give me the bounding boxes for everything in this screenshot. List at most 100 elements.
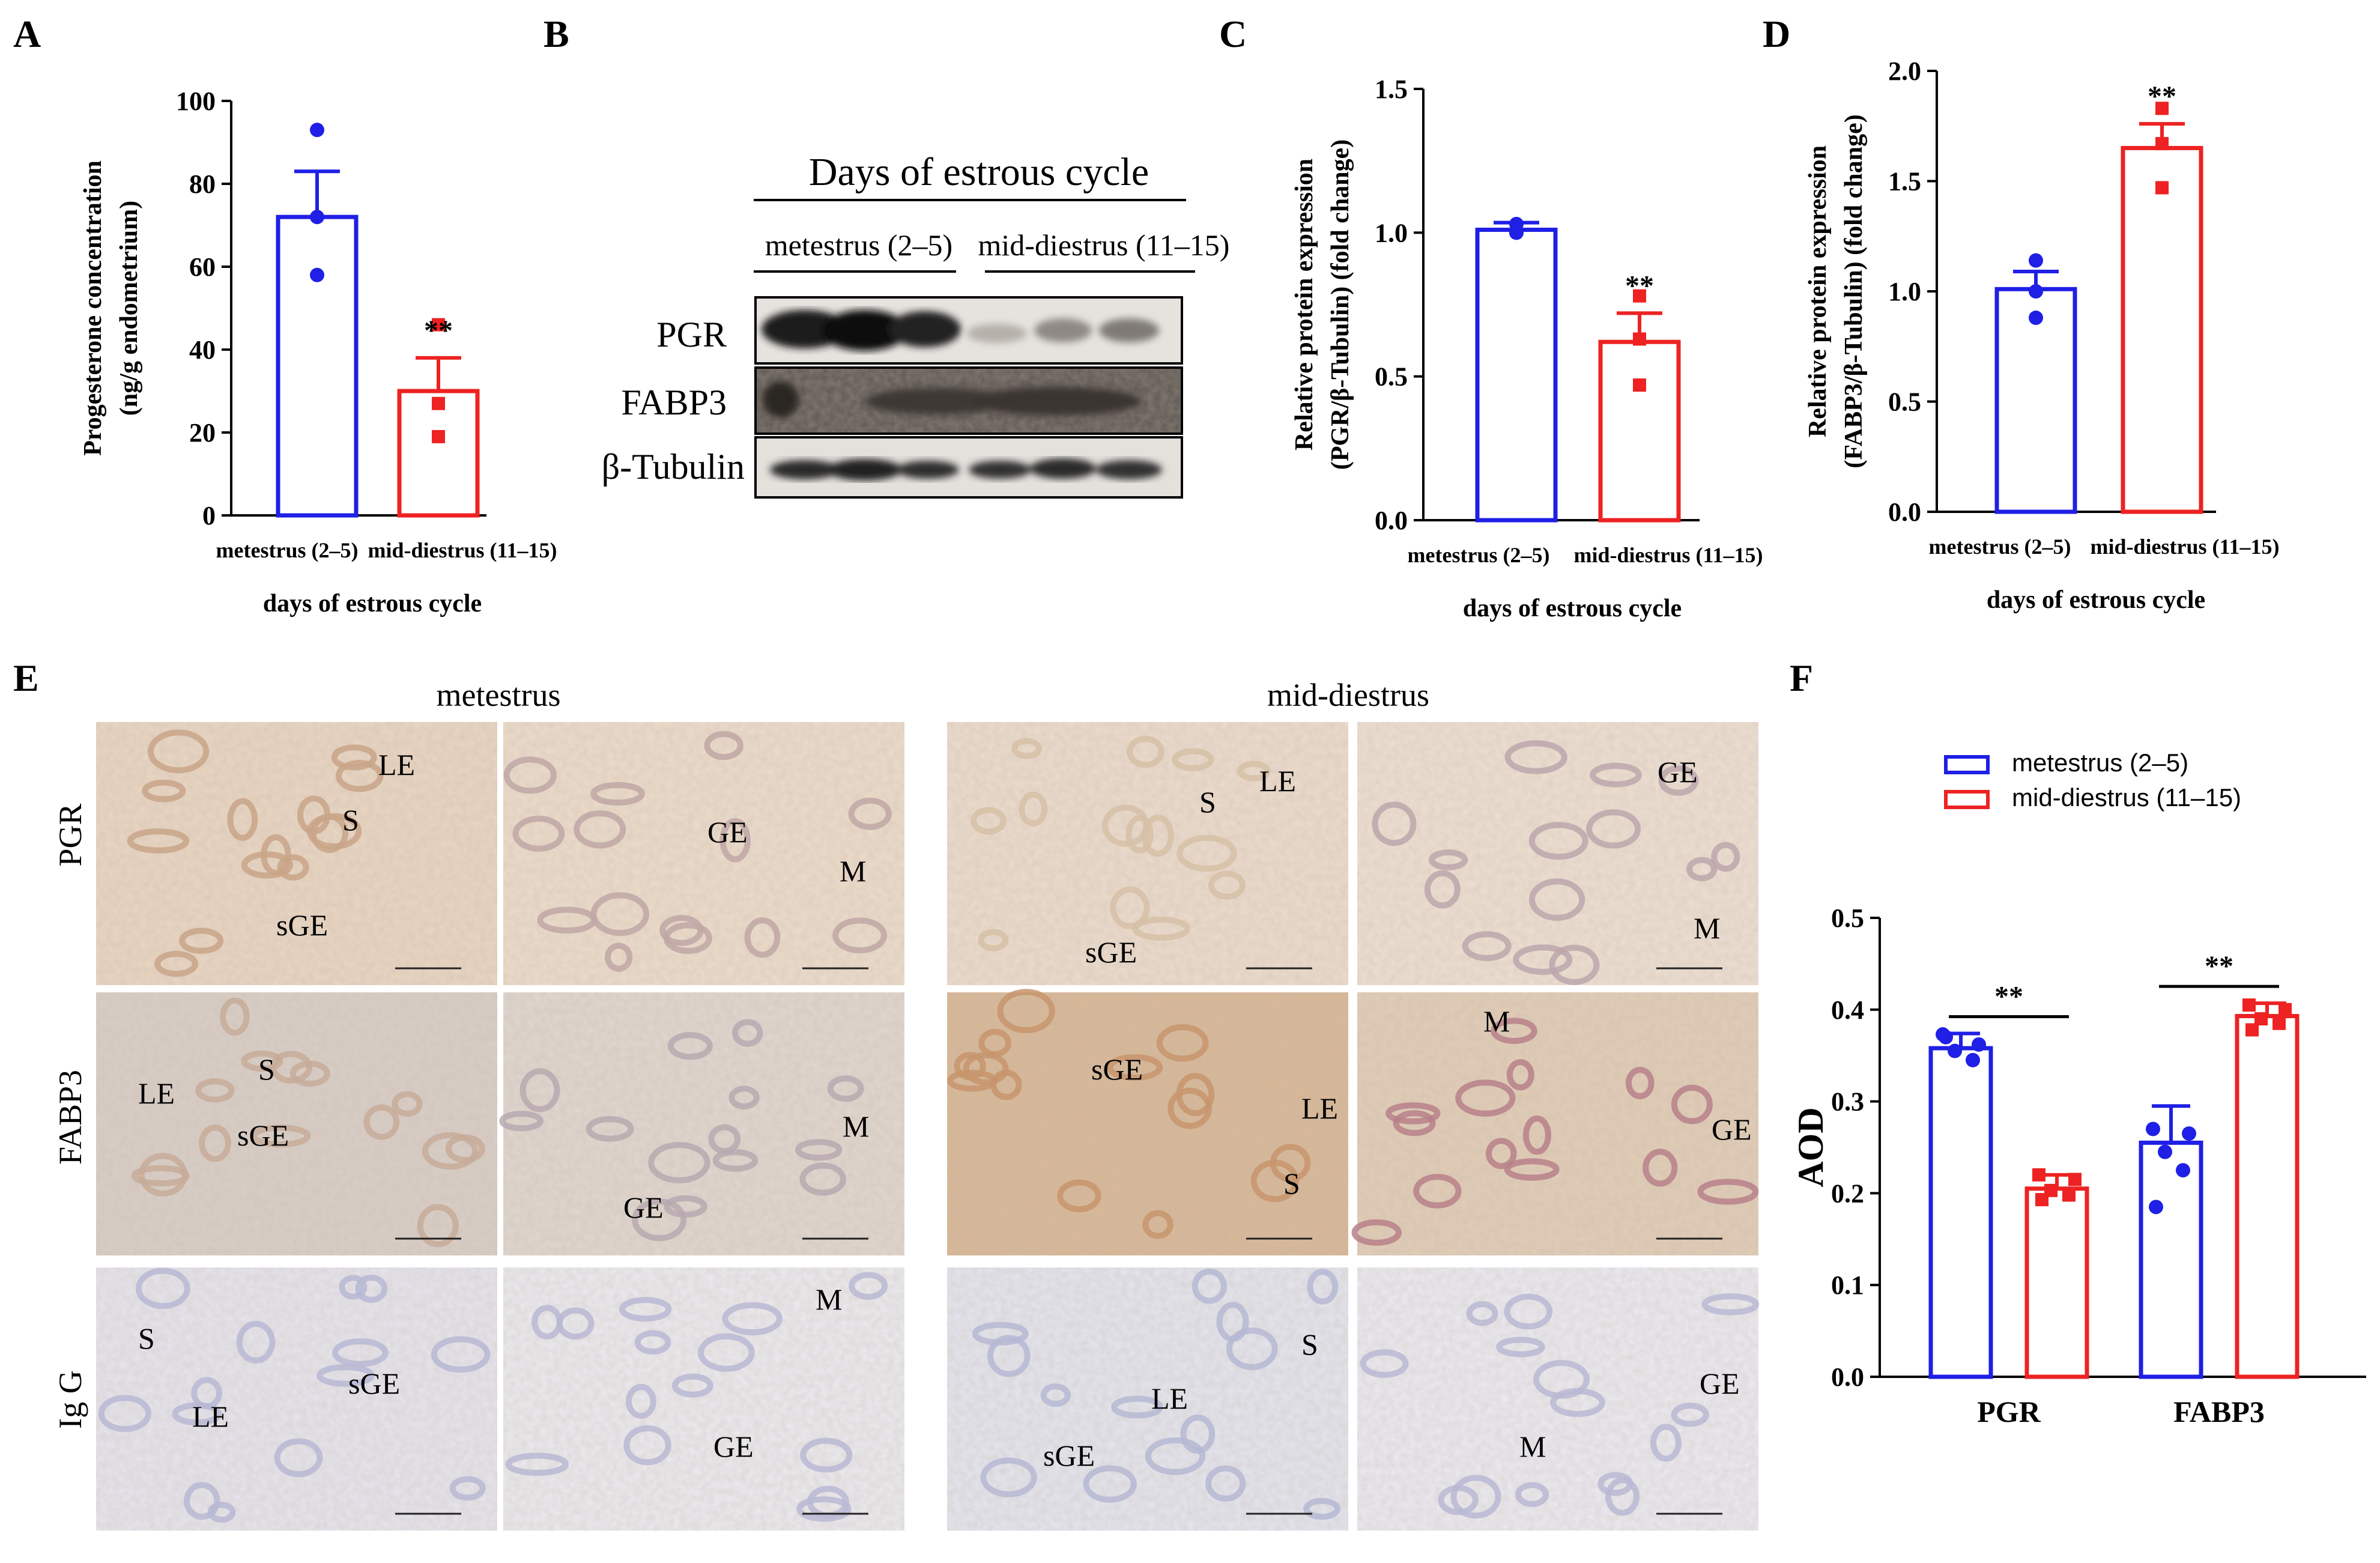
chart-c: 0.0 0.5 1.0 1.5 metestrus (2–5) mid-diestrus … [1291, 74, 1763, 622]
y-tick-label: 0.0 [1888, 497, 1921, 527]
gland-shape [135, 1267, 190, 1310]
gland-shape [1528, 822, 1588, 860]
gland-shape [449, 1476, 486, 1501]
micrograph-texture [96, 1267, 497, 1531]
tissue-label-s: S [342, 803, 359, 837]
gland-shape [1686, 857, 1718, 882]
gland-shape [241, 851, 294, 879]
gland-shape [127, 828, 190, 854]
gland-shape [698, 1333, 755, 1372]
gland-shape [1605, 1477, 1640, 1516]
data-point [2242, 998, 2256, 1012]
tissue-label-ge: GE [623, 1191, 664, 1224]
blot-bands-tubulin [770, 458, 1162, 481]
tissue-label-sge: sGE [348, 1367, 400, 1400]
y-axis-label-line1: Progesterone concentration [79, 160, 107, 456]
gland-shape [445, 1134, 485, 1163]
panel-letter-e: E [13, 657, 39, 699]
gland-shape [274, 1438, 323, 1478]
gland-shape [1413, 1174, 1462, 1209]
tissue-label-ge: GE [713, 1430, 754, 1463]
gland-shape [990, 1069, 1022, 1100]
gland-shape [519, 1068, 560, 1112]
tissue-label-m: M [1519, 1430, 1546, 1463]
gland-shape [1504, 1293, 1553, 1330]
gland-shape [978, 929, 1009, 951]
gland-shape [1083, 1465, 1137, 1503]
gland-shape [1307, 1269, 1339, 1305]
gland-shape [1237, 760, 1271, 782]
y-axis-label-line1: Relative protein expression [1804, 145, 1832, 437]
x-tick-label-pgr: PGR [1977, 1395, 2041, 1428]
micrograph-fabp3-metestrus-2: GE M [499, 992, 904, 1255]
data-point [1509, 225, 1524, 240]
gland-shape [1057, 1179, 1101, 1213]
gland-shape [604, 942, 633, 972]
gland-shape [1504, 740, 1567, 774]
bar-pgr-middiestrus [2024, 1186, 2089, 1379]
y-tick-label: 0.0 [1831, 1362, 1864, 1392]
y-tick-label: 0 [202, 501, 216, 530]
data-point [1633, 332, 1646, 346]
data-point [2035, 1193, 2048, 1207]
data-point [432, 318, 445, 332]
gland-shape [671, 1373, 713, 1398]
gland-shape [503, 756, 557, 794]
data-point [1633, 289, 1646, 303]
gland-shape [574, 810, 626, 849]
gland-shape [1522, 1115, 1551, 1155]
gland-shape [632, 1198, 687, 1242]
y-tick-label: 80 [189, 169, 216, 199]
gland-shape [963, 1052, 1009, 1085]
y-tick-label: 0.5 [1831, 903, 1864, 933]
panel-letter-b: B [544, 13, 569, 55]
micrograph-pgr-middiestrus-2: GE M [1357, 722, 1758, 985]
gland-shape [1019, 791, 1048, 827]
data-point [2254, 1012, 2268, 1026]
y-tick-label: 0.3 [1831, 1087, 1864, 1117]
gland-shape [98, 1395, 152, 1432]
tissue-label-le: LE [378, 748, 415, 782]
y-tick-label: 1.0 [1888, 277, 1921, 306]
gland-shape [422, 1132, 479, 1170]
data-point [1972, 1037, 1986, 1052]
x-tick-label: metestrus (2–5) [216, 538, 359, 562]
micrograph-igg-middiestrus-2: GE M [1357, 1267, 1760, 1531]
gland-shape [1107, 1054, 1163, 1081]
gland-shape [1132, 917, 1190, 941]
data-point [2279, 1003, 2292, 1016]
gland-shape [1643, 1149, 1678, 1187]
tissue-label-m: M [816, 1282, 842, 1316]
y-tick-label: 1.5 [1888, 167, 1921, 196]
tissue-label-s: S [1283, 1167, 1300, 1200]
data-point [2032, 1168, 2045, 1182]
western-blot: Days of estrous cycle metestrus (2–5) mi… [602, 150, 1229, 499]
gland-shape [1011, 738, 1043, 759]
tissue-label-le: LE [1151, 1382, 1188, 1415]
micrograph-texture [1357, 722, 1758, 985]
tissue-label-m: M [840, 854, 866, 888]
y-axis-label: AOD [1791, 1107, 1830, 1187]
gland-shape [667, 1032, 713, 1060]
ihc-row-label-pgr: PGR [52, 803, 88, 866]
y-tick-label: 2.0 [1888, 56, 1921, 86]
gland-shape [277, 854, 309, 881]
gland-shape [719, 818, 751, 863]
x-tick-label: metestrus (2–5) [1929, 535, 2071, 559]
gland-shape [512, 815, 565, 852]
gland-shape [1513, 944, 1573, 975]
gland-shape [590, 782, 645, 806]
data-point [2149, 1200, 2163, 1215]
gland-shape [1515, 1482, 1549, 1507]
gland-shape [1528, 878, 1585, 921]
tissue-label-m: M [1483, 1004, 1510, 1038]
gland-shape [154, 950, 198, 977]
gland-shape [138, 1153, 188, 1197]
gland-shape [1351, 1219, 1402, 1246]
bar-middiestrus [1598, 339, 1681, 523]
gland-shape [1533, 1360, 1590, 1399]
data-point [1939, 1030, 1953, 1045]
gland-shape [1156, 1024, 1209, 1062]
y-axis-label-line1: Relative protein expression [1291, 159, 1318, 451]
blot-group-metestrus: metestrus (2–5) [765, 228, 952, 262]
